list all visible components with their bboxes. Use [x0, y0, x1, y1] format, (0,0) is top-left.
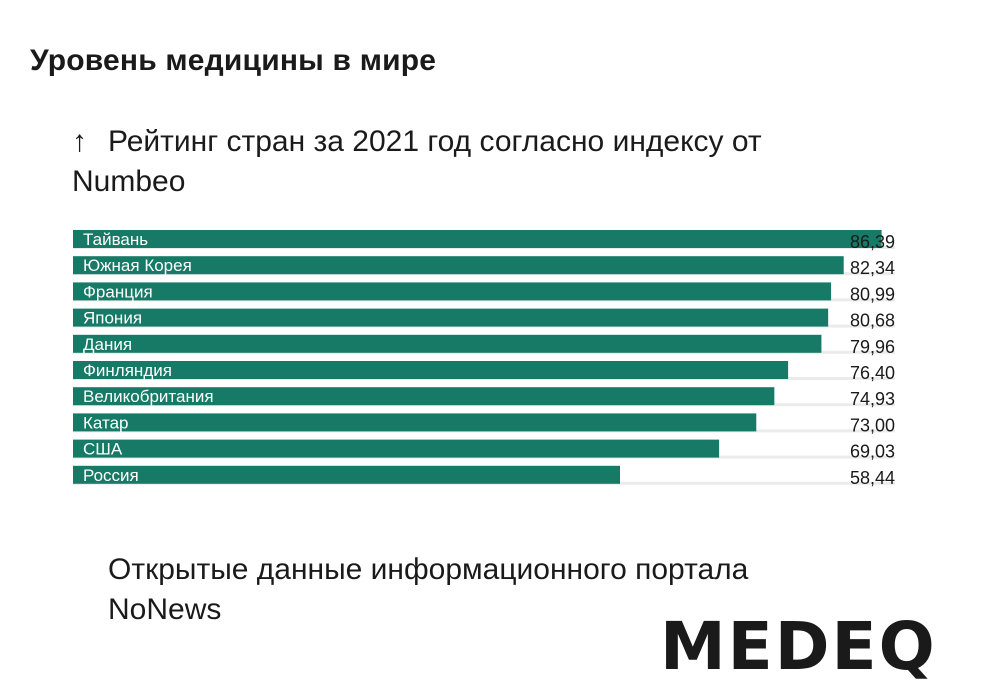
bar-value-label: 73,00 [850, 415, 895, 435]
bar-category-label: Тайвань [83, 230, 148, 249]
page-title: Уровень медицины в мире [30, 44, 437, 77]
bar-category-label: Франция [83, 282, 153, 301]
bar-value-label: 80,99 [850, 284, 895, 304]
bar-value-label: 79,96 [850, 337, 895, 357]
bar [73, 308, 829, 327]
bar-category-label: Великобритания [83, 387, 214, 406]
bar-value-label: 76,40 [850, 363, 895, 383]
bar-value-label: 82,34 [850, 258, 895, 278]
bar [73, 361, 789, 379]
bar [73, 439, 720, 458]
bar-category-label: Россия [83, 466, 139, 485]
medeq-logo: MEDEQ [660, 608, 937, 685]
arrow-up-icon: ↑ [72, 125, 87, 158]
bar-category-label: Япония [83, 309, 142, 328]
bar-value-label: 86,39 [850, 232, 895, 252]
bar-category-label: США [83, 440, 123, 459]
bar-value-label: 74,93 [850, 389, 895, 409]
bar-category-label: Финляндия [83, 361, 172, 380]
bar-value-label: 58,44 [850, 468, 895, 488]
bar-category-label: Дания [83, 335, 132, 354]
bar-value-label: 80,68 [850, 311, 895, 331]
bar [73, 230, 882, 248]
subtitle-text: Рейтинг стран за 2021 год согласно индек… [72, 125, 762, 198]
source-note: Открытые данные информационного портала … [108, 553, 749, 626]
bar [73, 282, 832, 301]
bar-value-label: 69,03 [850, 442, 895, 462]
bar [73, 256, 844, 275]
bar [73, 387, 775, 406]
chart-subtitle: ↑ Рейтинг стран за 2021 год согласно инде… [72, 122, 872, 202]
bar-category-label: Южная Корея [83, 256, 192, 275]
bar [73, 465, 620, 484]
bar-category-label: Катар [83, 413, 129, 432]
bar [73, 413, 757, 432]
bar [73, 334, 822, 353]
